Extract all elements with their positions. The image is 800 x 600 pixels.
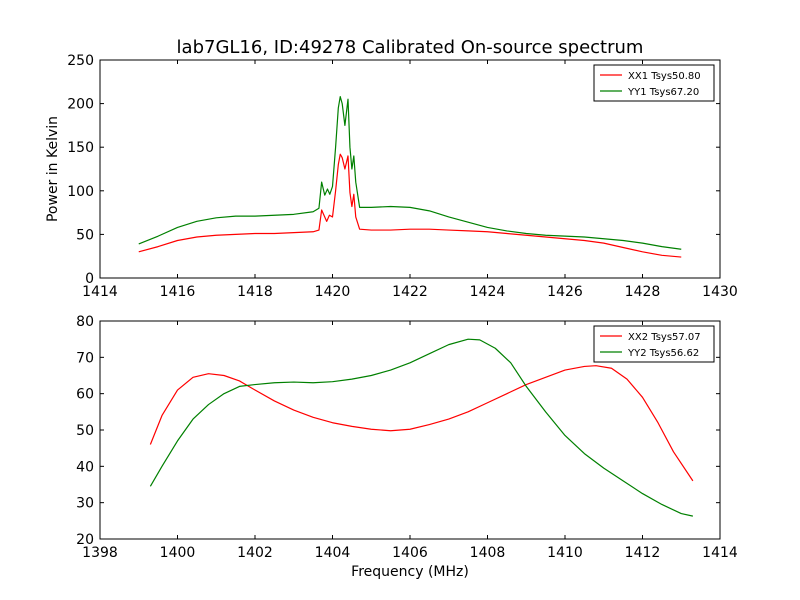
bottom-x-tick-label: 1414 bbox=[702, 545, 738, 561]
top-y-tick-label: 100 bbox=[67, 184, 94, 200]
bottom-x-tick-label: 1408 bbox=[470, 545, 506, 561]
top-legend-box bbox=[593, 64, 715, 102]
bottom-x-tick-label: 1412 bbox=[625, 545, 661, 561]
bottom-y-tick-label: 20 bbox=[76, 532, 94, 548]
top-y-axis-label: Power in Kelvin bbox=[45, 116, 61, 222]
bottom-y-tick-label: 70 bbox=[76, 350, 94, 366]
bottom-y-tick-label: 60 bbox=[76, 387, 94, 403]
bottom-x-tick-label: 1398 bbox=[82, 545, 118, 561]
top-series-line-2 bbox=[138, 96, 682, 250]
top-legend-label-1: XX1 Tsys50.80 bbox=[628, 71, 701, 82]
top-y-tick-label: 50 bbox=[76, 227, 94, 243]
bottom-x-tick-label: 1406 bbox=[392, 545, 428, 561]
bottom-x-tick-label: 1402 bbox=[237, 545, 273, 561]
bottom-legend-label-1: XX2 Tsys57.07 bbox=[628, 332, 701, 343]
bottom-plot: 1398 1400 1402 1404 1406 1408 1410 1412 1414 20 30… bbox=[76, 314, 738, 580]
top-x-tick-label: 1428 bbox=[625, 284, 661, 300]
top-legend: XX1 Tsys50.80 YY1 Tsys67.20 bbox=[593, 64, 715, 102]
top-x-tick-label: 1418 bbox=[237, 284, 273, 300]
top-plot: 1414 1416 1418 1420 1422 1424 1426 1428 1430 0 50 1… bbox=[45, 53, 738, 300]
bottom-x-tick-label: 1400 bbox=[160, 545, 196, 561]
top-legend-label-2: YY1 Tsys67.20 bbox=[627, 87, 699, 98]
top-series-line-1 bbox=[138, 153, 682, 258]
top-x-tick-label: 1414 bbox=[82, 284, 118, 300]
bottom-legend: XX2 Tsys57.07 YY2 Tsys56.62 bbox=[593, 325, 715, 363]
top-x-tick-label: 1416 bbox=[160, 284, 196, 300]
bottom-x-tick-label: 1410 bbox=[547, 545, 583, 561]
bottom-x-tick-label: 1404 bbox=[315, 545, 351, 561]
top-y-tick-label: 200 bbox=[67, 97, 94, 113]
chart-title: lab7GL16, ID:49278 Calibrated On-source … bbox=[177, 37, 644, 58]
bottom-y-tick-label: 80 bbox=[76, 314, 94, 330]
top-x-tick-label: 1424 bbox=[470, 284, 506, 300]
bottom-y-tick-label: 50 bbox=[76, 423, 94, 439]
top-x-tick-label: 1430 bbox=[702, 284, 738, 300]
bottom-series-line-1 bbox=[149, 365, 694, 482]
top-y-tick-label: 0 bbox=[85, 271, 94, 287]
top-y-tick-label: 250 bbox=[67, 53, 94, 69]
bottom-y-tick-label: 30 bbox=[76, 496, 94, 512]
top-x-tick-label: 1426 bbox=[547, 284, 583, 300]
top-x-tick-label: 1422 bbox=[392, 284, 428, 300]
top-x-tick-label: 1420 bbox=[315, 284, 351, 300]
top-y-tick-label: 150 bbox=[67, 140, 94, 156]
bottom-x-axis-label: Frequency (MHz) bbox=[351, 564, 469, 580]
bottom-legend-label-2: YY2 Tsys56.62 bbox=[627, 348, 699, 359]
bottom-legend-box bbox=[593, 325, 715, 363]
bottom-series-line-2 bbox=[149, 338, 693, 517]
bottom-y-tick-label: 40 bbox=[76, 459, 94, 475]
